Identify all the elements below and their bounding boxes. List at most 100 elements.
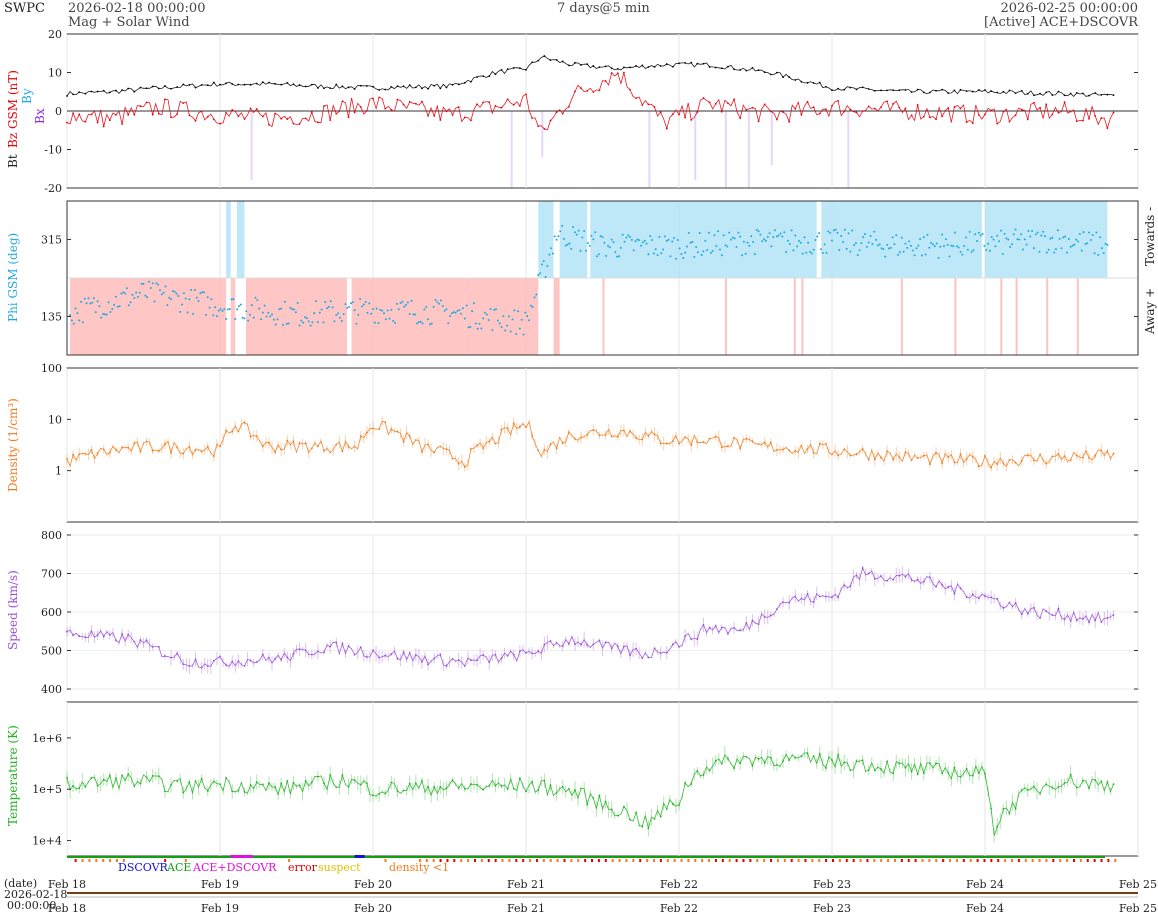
phi-point <box>316 321 319 324</box>
phi-point <box>208 306 211 309</box>
speed-series-point <box>965 596 968 598</box>
phi-point <box>529 304 532 307</box>
bt-series-point <box>629 66 631 69</box>
bt-series-point <box>1106 93 1109 96</box>
density-series-point <box>886 450 888 453</box>
bt-series-point <box>757 69 760 72</box>
phi-point <box>623 240 626 243</box>
bt-series-point <box>549 59 552 61</box>
speed-series-point <box>206 665 209 667</box>
phi-point <box>816 235 819 238</box>
quality-flag <box>625 859 628 862</box>
density-series-point <box>402 440 405 443</box>
bz-series-point <box>831 104 833 107</box>
phi-point <box>564 244 567 247</box>
bz-south-shade <box>694 111 697 181</box>
bt-series-point <box>965 90 968 93</box>
phi-point <box>862 236 865 239</box>
phi-point <box>531 305 534 308</box>
speed-series-point <box>561 645 564 647</box>
phi-point <box>307 320 310 323</box>
density-series-point <box>90 449 93 451</box>
bt-series-point <box>512 67 515 69</box>
phi-point <box>212 314 215 317</box>
phi-point <box>405 303 408 306</box>
y-tick-label: -10 <box>44 144 62 157</box>
bt-series-point <box>727 65 729 68</box>
speed-series-point <box>1088 621 1090 624</box>
phi-point <box>783 231 786 234</box>
phi-point <box>955 245 958 248</box>
away-sector <box>230 278 236 355</box>
time-tick-label-top: Feb 22 <box>660 878 698 891</box>
phi-point <box>102 312 105 315</box>
bz-series-point <box>482 101 485 104</box>
span-label: 7 days@5 min <box>557 1 650 16</box>
speed-series-point <box>188 665 191 667</box>
phi-point <box>278 308 281 311</box>
bt-series-point <box>880 89 882 92</box>
phi-point <box>206 296 209 299</box>
quality-flag <box>1072 859 1075 862</box>
phi-point <box>518 327 521 330</box>
bt-series-point <box>635 65 638 67</box>
bt-series-point <box>947 92 950 95</box>
phi-point <box>1023 238 1026 241</box>
quality-flag <box>714 859 717 862</box>
phi-point <box>763 238 766 241</box>
phi-point <box>976 240 979 243</box>
phi-point <box>972 249 975 252</box>
temperature-series-point <box>476 783 478 786</box>
speed-series-point <box>714 625 717 627</box>
bt-series-point <box>237 83 240 86</box>
bt-series-point <box>359 84 362 87</box>
temperature-series-point <box>739 762 742 765</box>
phi-point <box>157 283 160 286</box>
phi-point <box>1043 235 1046 238</box>
phi-point <box>831 239 833 242</box>
bz-series-point <box>90 113 93 116</box>
phi-point <box>450 312 453 315</box>
bt-series-point <box>451 83 454 86</box>
phi-point <box>548 253 551 256</box>
bz-series-point <box>1075 120 1078 123</box>
speed-series-point <box>219 655 221 658</box>
speed-series-point <box>555 641 558 644</box>
phi-point <box>794 234 797 237</box>
speed-series-point <box>488 661 491 664</box>
phi-point <box>557 235 560 238</box>
bt-series-point <box>335 83 338 86</box>
quality-flag <box>446 859 449 862</box>
bt-series-point <box>745 69 748 72</box>
phi-point <box>461 307 464 310</box>
speed-series-point <box>194 658 197 661</box>
temperature-series-point <box>298 784 301 787</box>
temperature-series-point <box>977 772 980 775</box>
phi-point <box>1058 237 1061 240</box>
speed-series-point <box>720 626 723 629</box>
phi-point <box>799 241 802 244</box>
phi-point <box>605 254 608 257</box>
speed-series-point <box>929 576 931 579</box>
bz-series-point <box>249 107 252 110</box>
phi-point <box>601 236 604 239</box>
density-series-point <box>72 453 75 456</box>
phi-point <box>1088 231 1091 234</box>
temperature-series-point <box>151 775 154 777</box>
bz-series-point <box>463 116 466 119</box>
phi-point <box>474 322 477 325</box>
phi-point <box>326 307 329 310</box>
bt-series-point <box>145 87 148 90</box>
density-series-point <box>200 450 203 453</box>
phi-point <box>125 287 128 290</box>
phi-point <box>480 327 483 330</box>
quality-flag <box>673 859 676 862</box>
phi-point <box>425 306 428 309</box>
bz-series-point <box>574 90 576 93</box>
density-series-point <box>518 426 521 428</box>
phi-point <box>660 252 663 255</box>
phi-point <box>215 315 218 318</box>
mag-label-bz: Bz GSM (nT) <box>6 70 20 148</box>
phi-point <box>248 313 251 316</box>
